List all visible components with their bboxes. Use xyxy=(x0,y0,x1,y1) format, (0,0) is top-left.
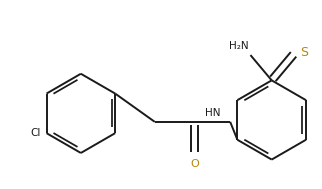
Text: H₂N: H₂N xyxy=(229,41,249,51)
Text: HN: HN xyxy=(204,108,220,118)
Text: S: S xyxy=(300,46,308,59)
Text: O: O xyxy=(190,159,199,169)
Text: Cl: Cl xyxy=(31,128,41,138)
